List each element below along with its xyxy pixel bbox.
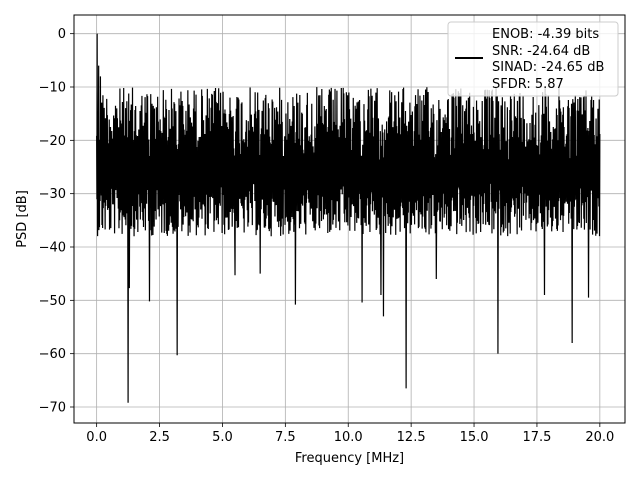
y-axis-label: PSD [dB] <box>15 190 30 248</box>
y-tick-label: −60 <box>39 347 66 362</box>
x-tick-label: 0.0 <box>86 430 107 445</box>
y-tick-label: −70 <box>39 401 66 416</box>
x-tick-label: 2.5 <box>149 430 170 445</box>
legend-enob: ENOB: -4.39 bits <box>492 27 599 42</box>
legend-sfdr: SFDR: 5.87 <box>492 77 564 92</box>
y-tick-label: −30 <box>39 187 66 202</box>
x-axis-label: Frequency [MHz] <box>295 451 404 466</box>
x-tick-label: 7.5 <box>275 430 296 445</box>
y-axis: 0 −10 −20 −30 −40 −50 −60 −70 <box>39 27 74 416</box>
legend-sinad: SINAD: -24.65 dB <box>492 60 604 75</box>
x-tick-label: 20.0 <box>585 430 614 445</box>
y-tick-label: 0 <box>58 27 66 42</box>
x-tick-label: 10.0 <box>334 430 363 445</box>
x-tick-label: 17.5 <box>522 430 551 445</box>
legend: ENOB: -4.39 bits SNR: -24.64 dB SINAD: -… <box>447 21 619 97</box>
y-tick-label: −20 <box>39 134 66 149</box>
psd-series <box>96 33 601 403</box>
x-tick-label: 12.5 <box>397 430 426 445</box>
plot-area-frame <box>73 14 626 424</box>
x-tick-label: 5.0 <box>212 430 233 445</box>
y-tick-label: −40 <box>39 241 66 256</box>
y-tick-label: −50 <box>39 294 66 309</box>
psd-series-line <box>96 33 601 403</box>
legend-snr: SNR: -24.64 dB <box>492 44 590 59</box>
x-tick-label: 15.0 <box>460 430 489 445</box>
x-axis: 0.0 2.5 5.0 7.5 10.0 12.5 15.0 17.5 20.0 <box>86 423 614 445</box>
y-tick-label: −10 <box>39 81 66 96</box>
legend-box <box>447 21 619 97</box>
